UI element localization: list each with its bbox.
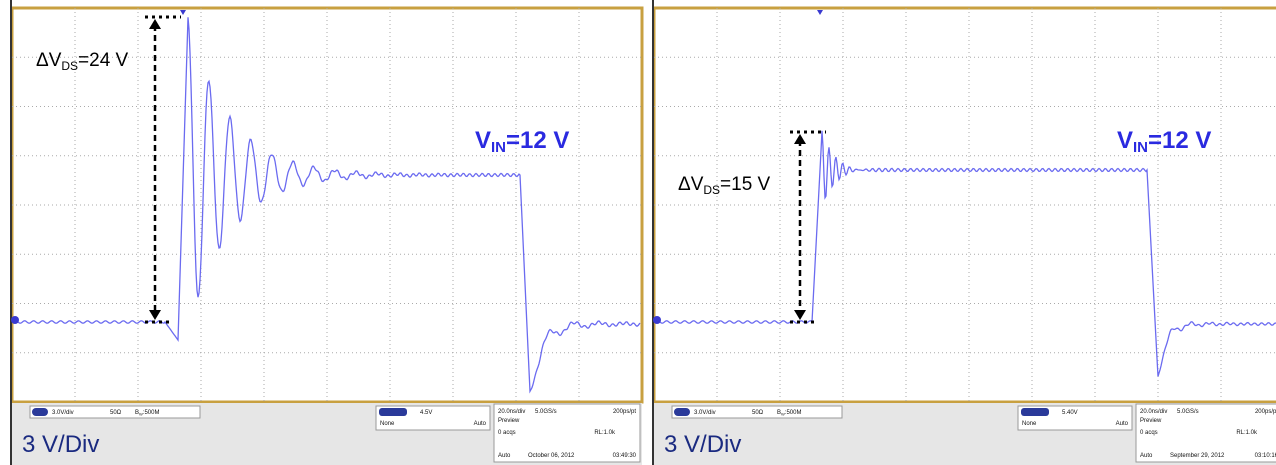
delta-label-main: ΔV: [36, 50, 62, 71]
vin-label-main: V: [1117, 127, 1133, 154]
trig-mode: Auto: [1116, 421, 1129, 427]
rate: 5.0GS/s: [535, 409, 557, 415]
separator: [644, 0, 652, 465]
bandwidth: BW:500M: [135, 410, 159, 417]
vin-label-rest: =12 V: [1148, 127, 1211, 154]
rate: 5.0GS/s: [1177, 409, 1199, 415]
delta-label: ΔVDS=15 V: [678, 174, 771, 197]
vin-label-sub: IN: [491, 139, 506, 156]
acqs: 0 acqs: [1140, 430, 1158, 436]
ch-badge: [32, 408, 48, 416]
scale-label: 3 V/Div: [22, 431, 99, 458]
bw-rest: :500M: [143, 410, 160, 416]
mode: Preview: [1140, 418, 1162, 424]
ch-marker: [11, 316, 19, 324]
scale-label: 3 V/Div: [664, 431, 741, 458]
vdiv: 3.0V/div: [52, 410, 74, 416]
impedance: 50Ω: [752, 410, 764, 416]
trig-coupling: None: [1022, 421, 1037, 427]
trig-mode: Auto: [474, 421, 487, 427]
scope-panel: ΔVDS=15 V VIN=12 V 3.0V/div 50Ω BW:500M 5.40V…: [653, 0, 1276, 465]
scope-screens: ΔVDS=24 VVIN=12 V3.0V/div50ΩBW:500M4.5VN…: [0, 0, 1276, 465]
vin-label-main: V: [475, 127, 491, 154]
res: 200ps/pt: [613, 409, 636, 415]
date: September 29, 2012: [1170, 453, 1225, 459]
impedance: 50Ω: [110, 410, 122, 416]
res: 200ps/pt: [1255, 409, 1276, 415]
bandwidth: BW:500M: [777, 410, 801, 417]
acq-mode: Auto: [1140, 453, 1153, 459]
time: 03:49:30: [613, 453, 637, 459]
rl: RL:1.0k: [594, 430, 616, 436]
delta-label: ΔVDS=24 V: [36, 50, 129, 73]
acq-mode: Auto: [498, 453, 511, 459]
vin-label-rest: =12 V: [506, 127, 569, 154]
vin-label-sub: IN: [1133, 139, 1148, 156]
bw-rest: :500M: [785, 410, 802, 416]
trig-badge: [379, 408, 407, 416]
trig-level: 4.5V: [420, 410, 432, 416]
vdiv: 3.0V/div: [694, 410, 716, 416]
time: 03:10:16: [1255, 453, 1276, 459]
mode: Preview: [498, 418, 520, 424]
vin-label: VIN=12 V: [475, 127, 569, 156]
rl: RL:1.0k: [1236, 430, 1258, 436]
delta-label-main: ΔV: [678, 174, 704, 195]
delta-label-sub: DS: [61, 59, 78, 73]
delta-label-rest: =15 V: [720, 174, 771, 195]
scope-panel: ΔVDS=24 V VIN=12 V 3.0V/div 50Ω BW:500M 4.5V N…: [11, 0, 642, 465]
ch-marker: [653, 316, 661, 324]
trig-badge: [1021, 408, 1049, 416]
ch-badge: [674, 408, 690, 416]
delta-label-sub: DS: [703, 183, 720, 197]
vin-label: VIN=12 V: [1117, 127, 1211, 156]
acqs: 0 acqs: [498, 430, 516, 436]
delta-label-rest: =24 V: [78, 50, 129, 71]
trig-coupling: None: [380, 421, 395, 427]
hdiv: 20.0ns/div: [498, 409, 525, 415]
date: October 06, 2012: [528, 453, 575, 459]
trig-level: 5.40V: [1062, 410, 1078, 416]
hdiv: 20.0ns/div: [1140, 409, 1167, 415]
